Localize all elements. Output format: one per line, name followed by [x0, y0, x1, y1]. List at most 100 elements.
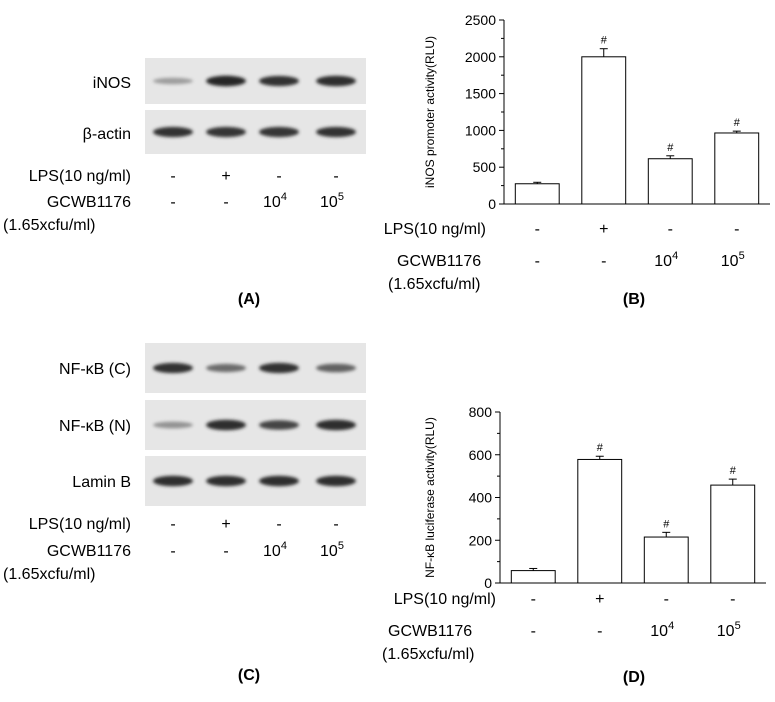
lps-value: - — [170, 168, 175, 185]
gcwb-value: 104 — [263, 540, 287, 560]
row-label-lamin-b: Lamin B — [72, 474, 131, 491]
treatment-table-a: - + - - - - 104 105 — [170, 168, 344, 211]
blot-band — [259, 475, 299, 487]
blot-band — [316, 126, 356, 138]
bar — [510, 570, 556, 584]
gcwb-exponent: 4 — [281, 191, 287, 203]
blot-band — [259, 126, 299, 138]
panel-label-b: (B) — [623, 291, 645, 308]
lps-value: - — [734, 221, 739, 238]
lps-value: - — [333, 516, 338, 533]
panel-d: 0 200 400 600 800 NF-κB luciferase activity(R… — [382, 404, 766, 686]
lps-value: - — [531, 591, 536, 608]
panel-c: NF-κB (C) NF-κB (N) Lamin B LPS(10 ng/ml… — [3, 343, 366, 684]
gcwb-value: - — [535, 253, 540, 270]
row-label-nfkb-n: NF-κB (N) — [59, 418, 131, 435]
significance-mark: # — [667, 142, 674, 154]
blot-band — [316, 75, 356, 87]
blot-band — [153, 421, 193, 429]
y-tick-label: 400 — [469, 490, 493, 506]
gcwb-value: - — [531, 623, 536, 640]
y-tick-label: 2000 — [465, 49, 496, 65]
lps-value: + — [599, 221, 608, 238]
blot-band — [316, 475, 356, 487]
y-tick-label: 1500 — [465, 86, 496, 102]
gcwb-unit: (1.65xcfu/ml) — [3, 217, 95, 234]
gcwb-value: 105 — [721, 250, 745, 270]
blot-band — [153, 362, 193, 374]
lps-value: + — [221, 168, 230, 185]
gcwb-value: - — [597, 623, 602, 640]
blot-band — [259, 75, 299, 87]
lps-label: LPS(10 ng/ml) — [29, 516, 131, 533]
gcwb-value: 105 — [320, 540, 344, 560]
lps-value: + — [595, 591, 604, 608]
gcwb-value: - — [170, 543, 175, 560]
lps-value: + — [221, 516, 230, 533]
y-axis-label: NF-κB luciferase activity(RLU) — [423, 417, 437, 578]
lps-value: - — [664, 591, 669, 608]
gcwb-exponent: 4 — [668, 620, 674, 632]
bar — [514, 183, 560, 205]
gcwb-value: 105 — [717, 620, 741, 640]
treatment-table-c: - + - - - - 104 105 — [170, 516, 344, 560]
gcwb-label: GCWB1176 — [47, 194, 131, 211]
blot-band — [206, 126, 246, 138]
gcwb-label: GCWB1176 — [397, 253, 481, 270]
y-tick-label: 0 — [488, 196, 496, 212]
gcwb-value: 105 — [320, 191, 344, 211]
significance-mark: # — [601, 35, 608, 47]
gcwb-exponent: 4 — [281, 540, 287, 552]
gcwb-label: GCWB1176 — [388, 623, 472, 640]
gcwb-exponent: 5 — [735, 620, 741, 632]
gcwb-unit: (1.65xcfu/ml) — [3, 566, 95, 583]
bar — [710, 484, 756, 584]
lps-value: - — [333, 168, 338, 185]
panel-b: 0 500 1000 1500 2000 2500 iNOS promoter activi… — [384, 12, 770, 308]
lps-value: - — [730, 591, 735, 608]
blot-band — [259, 362, 299, 374]
significance-mark: # — [730, 465, 737, 477]
bar — [643, 536, 689, 584]
significance-mark: # — [663, 518, 670, 530]
y-tick-label: 600 — [469, 447, 493, 463]
gcwb-value: - — [170, 194, 175, 211]
blot-bands-a — [153, 75, 356, 138]
chart-d: 0 200 400 600 800 NF-κB luciferase activity(R… — [423, 404, 766, 640]
lps-value: - — [170, 516, 175, 533]
gcwb-value: 104 — [263, 191, 287, 211]
gcwb-value: 104 — [650, 620, 674, 640]
bar — [581, 56, 627, 205]
blot-band — [316, 419, 356, 431]
gcwb-exponent: 5 — [739, 250, 745, 262]
gcwb-exponent: 4 — [672, 250, 678, 262]
blot-band — [206, 475, 246, 487]
lps-value: - — [535, 221, 540, 238]
lps-value: - — [276, 168, 281, 185]
gcwb-exponent: 5 — [338, 540, 344, 552]
lps-label: LPS(10 ng/ml) — [394, 591, 496, 608]
gcwb-value: - — [223, 543, 228, 560]
bar — [577, 458, 623, 584]
gcwb-unit: (1.65xcfu/ml) — [382, 646, 474, 663]
panel-label-a: (A) — [238, 291, 260, 308]
bar — [647, 158, 693, 205]
y-axis-label: iNOS promoter activity(RLU) — [423, 36, 437, 188]
gcwb-value: - — [223, 194, 228, 211]
blot-band — [259, 420, 299, 430]
row-label-nfkb-c: NF-κB (C) — [59, 361, 131, 378]
y-tick-label: 1000 — [465, 122, 496, 138]
lps-value: - — [276, 516, 281, 533]
blot-band — [153, 77, 193, 85]
gcwb-unit: (1.65xcfu/ml) — [388, 276, 480, 293]
significance-mark: # — [734, 117, 741, 129]
y-tick-label: 2500 — [465, 12, 496, 28]
blot-band — [153, 126, 193, 138]
blot-band — [206, 419, 246, 431]
lps-label: LPS(10 ng/ml) — [384, 221, 486, 238]
gcwb-value: - — [601, 253, 606, 270]
blot-band — [316, 363, 356, 373]
y-tick-label: 800 — [469, 404, 493, 420]
significance-mark: # — [597, 442, 604, 454]
